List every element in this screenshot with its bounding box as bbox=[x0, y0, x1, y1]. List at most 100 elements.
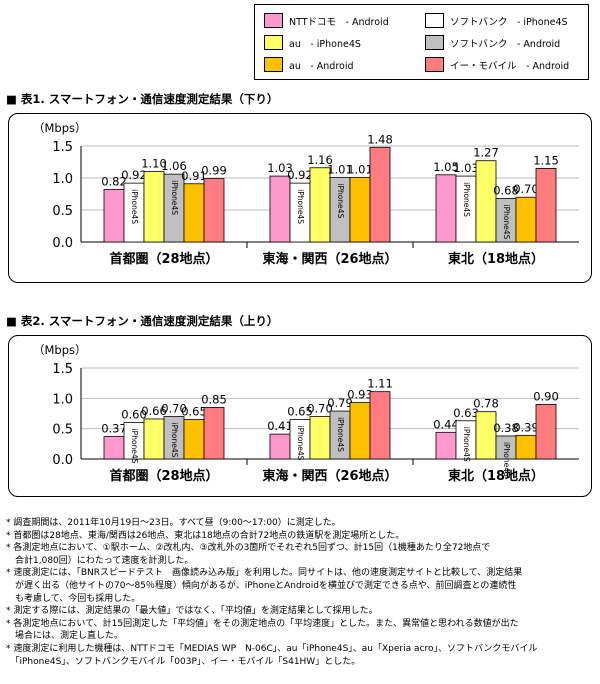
data-label: 1.01 bbox=[347, 162, 373, 176]
bar bbox=[269, 433, 291, 460]
data-label: 0.70 bbox=[161, 402, 187, 416]
data-label: 0.65 bbox=[181, 405, 207, 419]
bar-inner-label: iPhone4S bbox=[170, 180, 179, 215]
legend-label: ソフトバンク - Android bbox=[450, 38, 561, 50]
bar bbox=[103, 436, 125, 460]
y-axis-unit: （Mbps） bbox=[33, 121, 87, 135]
data-label: 0.60 bbox=[121, 408, 147, 422]
bar bbox=[369, 146, 391, 243]
bar bbox=[475, 160, 497, 243]
category-label: 東海・関西（26地点） bbox=[262, 468, 397, 484]
data-label: 0.70 bbox=[307, 402, 333, 416]
data-label: 0.92 bbox=[121, 168, 147, 182]
legend-swatch bbox=[264, 57, 283, 72]
bar-inner-label: iPhone4S bbox=[336, 417, 345, 452]
legend-swatch bbox=[264, 35, 283, 50]
data-label: 0.90 bbox=[533, 389, 559, 403]
data-label: 1.48 bbox=[367, 132, 393, 146]
data-label: 0.66 bbox=[141, 404, 167, 418]
data-label: 1.01 bbox=[327, 162, 353, 176]
chart2-frame: 0.0 0.5 1.0 1.5 （Mbps） 0.37 0.60 iPhone4S 0.66 0.… bbox=[8, 335, 592, 497]
data-label: 0.39 bbox=[513, 420, 539, 434]
data-label: 0.99 bbox=[201, 164, 227, 178]
data-label: 0.79 bbox=[327, 396, 353, 410]
legend-item: ソフトバンク - iPhone4S bbox=[425, 13, 568, 28]
category-label: 首都圏（28地点） bbox=[109, 251, 218, 267]
footnote: * 首都圏は28地点、東海/関西は26地点、東北は18地点の合計72地点の鉄道駅… bbox=[6, 530, 405, 541]
bar bbox=[309, 167, 331, 243]
bar bbox=[309, 416, 331, 460]
bar-inner-label: iPhone4S bbox=[130, 429, 139, 464]
legend-item: au - Android bbox=[264, 57, 354, 72]
bar bbox=[435, 174, 457, 243]
chart-legend: NTTドコモ - Android ソフトバンク - iPhone4S au - … bbox=[254, 4, 589, 80]
footnote: 「iPhone4S」、ソフトバンクモバイル「003P」、イー・モバイル「S41H… bbox=[6, 656, 361, 667]
footnotes: * 調査期間は、2011年10月19日～23日。すべて昼（9:00～17:00）… bbox=[6, 517, 596, 668]
legend-label: イー・モバイル - Android bbox=[450, 60, 570, 72]
legend-swatch bbox=[425, 13, 444, 28]
bar-inner-label: iPhone4S bbox=[170, 423, 179, 458]
legend-label: NTTドコモ - Android bbox=[289, 16, 389, 28]
data-label: 0.85 bbox=[201, 392, 227, 406]
chart1-title: ■ 表1. スマートフォン・通信速度測定結果（下り） bbox=[6, 92, 279, 106]
data-label: 1.10 bbox=[141, 157, 167, 171]
data-label: 1.16 bbox=[307, 153, 333, 167]
legend-swatch bbox=[425, 35, 444, 50]
legend-swatch bbox=[264, 13, 283, 28]
y-tick-label: 0.0 bbox=[52, 236, 73, 251]
bar bbox=[103, 189, 125, 243]
data-label: 0.41 bbox=[267, 419, 293, 433]
download-speed-chart: 0.00.51.01.5（Mbps）0.820.92iPhone4S1.101.… bbox=[33, 121, 579, 267]
legend-swatch bbox=[425, 57, 444, 72]
y-axis-unit: （Mbps） bbox=[33, 343, 87, 357]
bar bbox=[349, 176, 371, 243]
bar bbox=[535, 404, 557, 460]
bar bbox=[143, 171, 165, 243]
data-label: 0.91 bbox=[181, 169, 207, 183]
bar-inner-label: iPhone4S bbox=[462, 182, 471, 217]
data-label: 0.93 bbox=[347, 388, 373, 402]
y-tick-label: 0.5 bbox=[52, 423, 73, 438]
data-label: 1.03 bbox=[453, 161, 479, 175]
chart2-title: ■ 表2. スマートフォン・通信速度測定結果（上り） bbox=[6, 314, 279, 328]
data-label: 0.44 bbox=[433, 417, 459, 431]
data-label: 0.92 bbox=[287, 168, 313, 182]
data-label: 0.38 bbox=[493, 421, 519, 435]
upload-speed-chart: 0.00.51.01.5（Mbps）0.370.60iPhone4S0.660.… bbox=[33, 343, 579, 484]
bar bbox=[515, 434, 537, 460]
y-tick-label: 0.5 bbox=[52, 204, 73, 219]
bar bbox=[183, 183, 205, 243]
footnote: も考慮して、今回も採用した。 bbox=[6, 593, 141, 604]
legend-label: ソフトバンク - iPhone4S bbox=[450, 16, 568, 28]
y-tick-label: 1.0 bbox=[52, 392, 73, 407]
category-label: 東海・関西（26地点） bbox=[262, 251, 397, 267]
data-label: 0.63 bbox=[453, 406, 479, 420]
bar bbox=[203, 407, 225, 460]
footnote: * 調査期間は、2011年10月19日～23日。すべて昼（9:00～17:00）… bbox=[6, 518, 341, 528]
legend-label: au - iPhone4S bbox=[289, 38, 361, 50]
legend-item: au - iPhone4S bbox=[264, 35, 361, 50]
bar bbox=[349, 402, 371, 460]
category-label: 東北（18地点） bbox=[448, 468, 544, 484]
data-label: 0.37 bbox=[101, 422, 127, 436]
footnote: * 各測定地点において、計15回測定した「平均値」をその測定地点の「平均速度」と… bbox=[6, 618, 519, 629]
bar bbox=[203, 178, 225, 243]
data-label: 1.05 bbox=[433, 160, 459, 174]
data-label: 0.65 bbox=[287, 405, 313, 419]
category-label: 東北（18地点） bbox=[448, 251, 544, 267]
bar-inner-label: iPhone4S bbox=[296, 189, 305, 224]
data-label: 1.03 bbox=[267, 161, 293, 175]
data-label: 0.70 bbox=[513, 182, 539, 196]
footnote: 場合には、測定し直した。 bbox=[6, 631, 124, 642]
bar-inner-label: iPhone4S bbox=[130, 189, 139, 224]
bar bbox=[535, 168, 557, 243]
bar bbox=[269, 175, 291, 243]
data-label: 0.78 bbox=[473, 397, 499, 411]
bar bbox=[183, 419, 205, 460]
data-label: 0.82 bbox=[101, 175, 127, 189]
bar bbox=[369, 391, 391, 460]
y-tick-label: 1.5 bbox=[52, 362, 73, 377]
bar bbox=[435, 431, 457, 460]
chart1-frame: 0.0 0.5 1.0 1.5 （Mbps） 0.82 0.92 iPhone4S 1.10 1.… bbox=[8, 113, 592, 283]
data-label: 1.15 bbox=[533, 153, 559, 167]
